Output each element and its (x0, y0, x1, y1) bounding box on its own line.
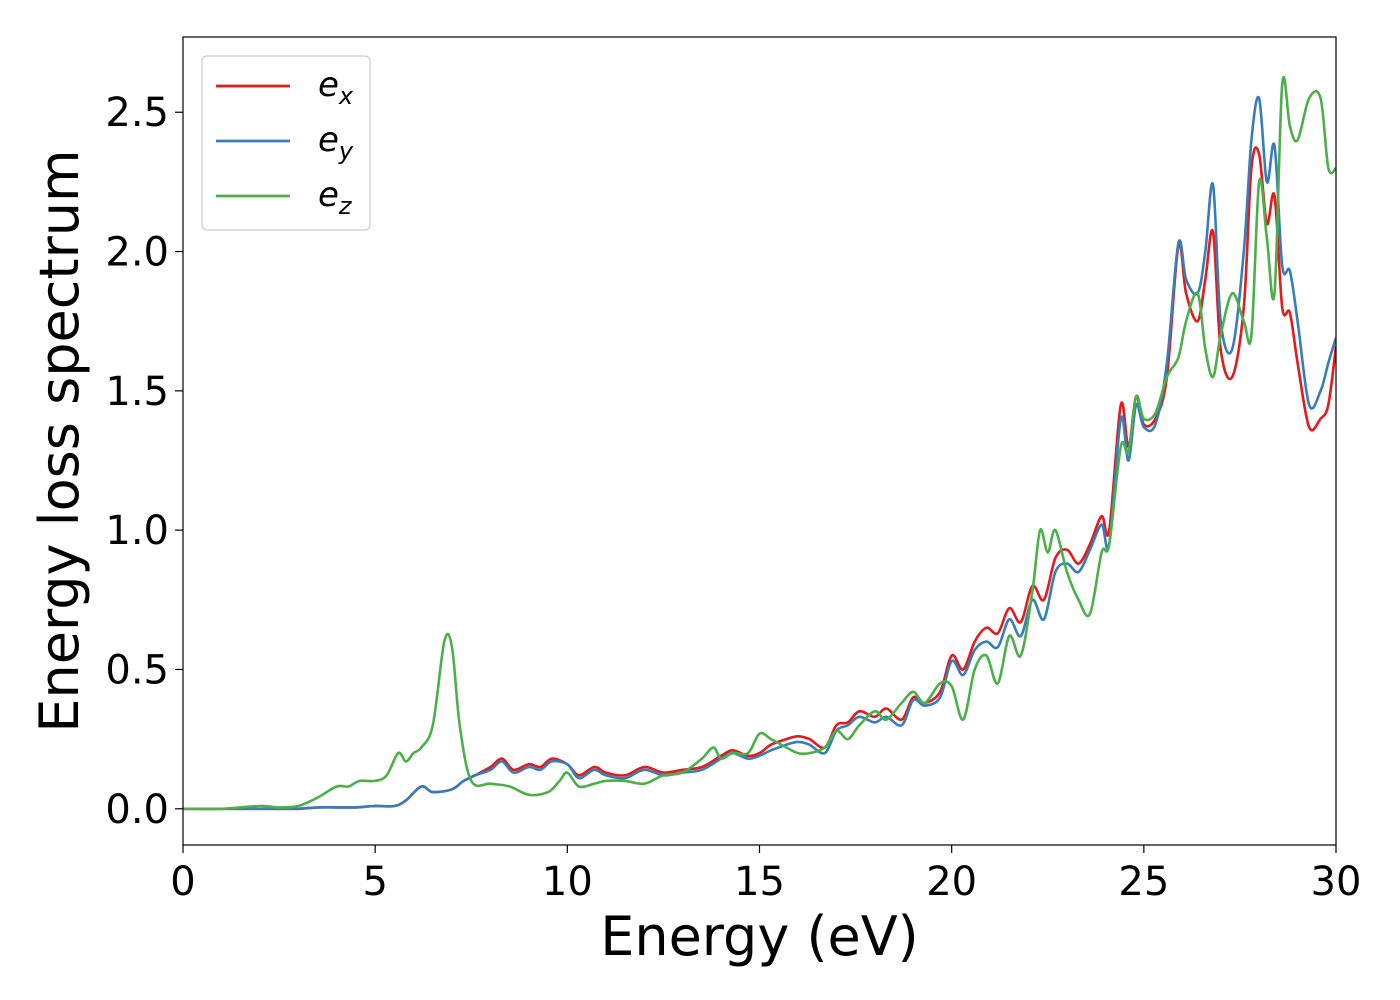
y-tick-label: 2.0 (105, 230, 169, 276)
legend-box (201, 55, 371, 231)
y-tick-label: 2.5 (105, 90, 169, 136)
x-tick-label: 10 (542, 859, 593, 905)
y-tick-label: 1.5 (105, 369, 169, 415)
y-tick-label: 1.0 (105, 508, 169, 554)
series-layer (183, 75, 1336, 811)
x-axis: 0 5 10 15 20 25 30 (170, 845, 1361, 905)
series-line-y (183, 95, 1336, 811)
y-axis-title: Energy loss spectrum (28, 149, 91, 732)
x-tick-label: 0 (170, 859, 195, 905)
x-tick-label: 25 (1118, 859, 1169, 905)
x-tick-label: 5 (362, 859, 387, 905)
series-line-z (183, 75, 1336, 811)
x-tick-label: 20 (926, 859, 977, 905)
x-tick-label: 15 (734, 859, 785, 905)
x-axis-title: Energy (eV) (600, 905, 919, 968)
series-line-x (183, 146, 1336, 811)
y-tick-label: 0.5 (105, 647, 169, 693)
y-axis: 0.0 0.5 1.0 1.5 2.0 2.5 (105, 90, 183, 833)
y-tick-label: 0.0 (105, 787, 169, 833)
x-tick-label: 30 (1311, 859, 1362, 905)
